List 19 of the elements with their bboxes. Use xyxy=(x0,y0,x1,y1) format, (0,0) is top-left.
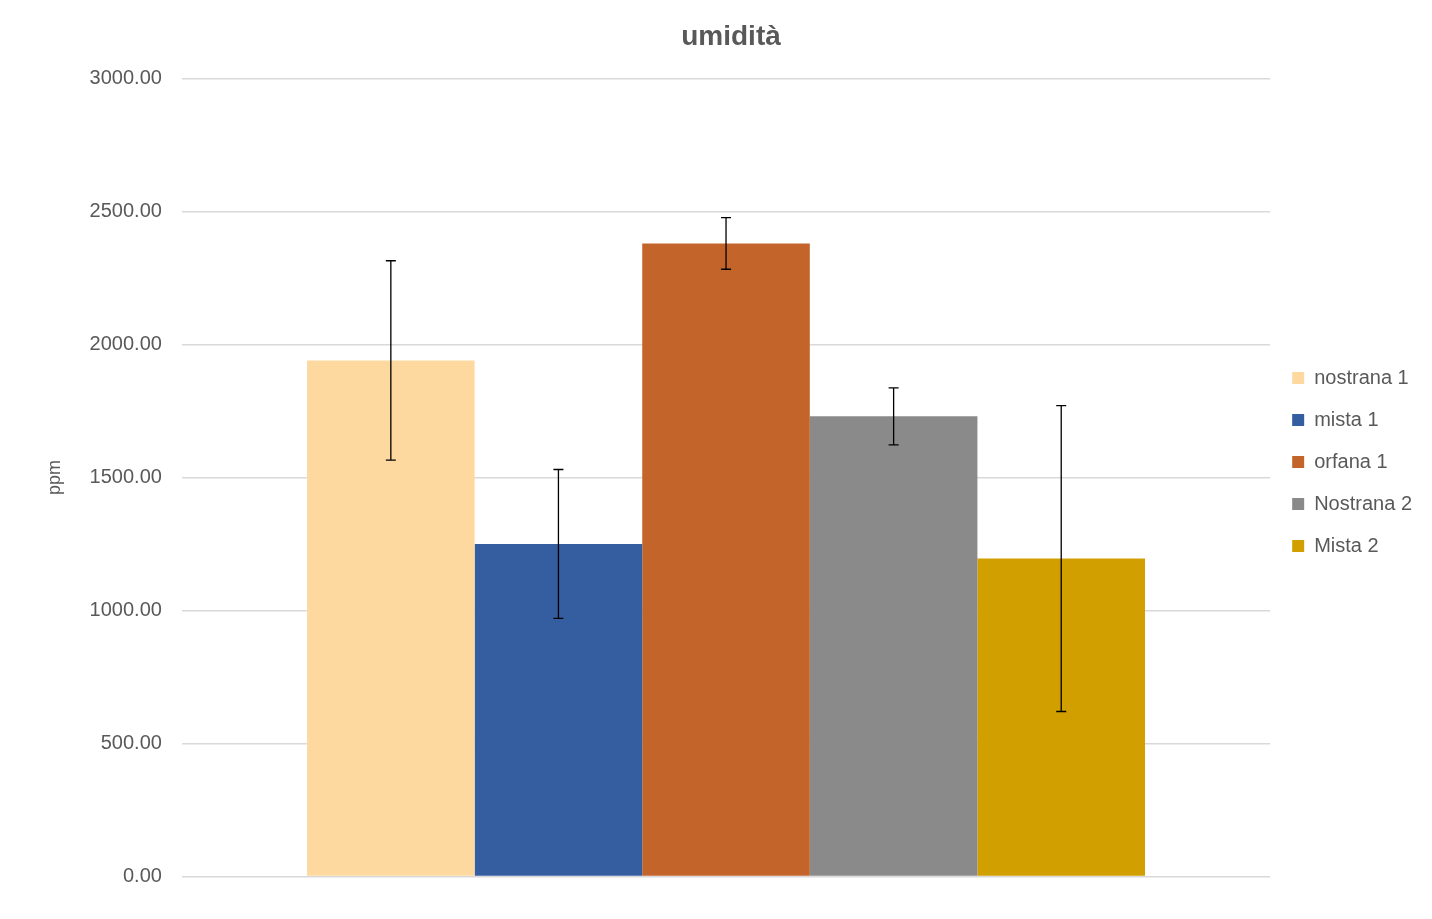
bar xyxy=(642,243,810,876)
legend-label: nostrana 1 xyxy=(1314,365,1409,388)
legend-label: orfana 1 xyxy=(1314,449,1388,472)
legend-label: Nostrana 2 xyxy=(1314,491,1413,514)
y-tick-label: 0.00 xyxy=(122,863,162,886)
chart-title: umidità xyxy=(681,19,782,51)
bar xyxy=(977,558,1146,876)
bar xyxy=(307,360,475,876)
y-tick-label: 500.00 xyxy=(100,730,162,753)
bar xyxy=(474,543,643,876)
y-tick-label: 3000.00 xyxy=(89,66,162,89)
legend-label: mista 1 xyxy=(1314,407,1379,430)
y-tick-label: 2000.00 xyxy=(89,332,162,355)
y-axis-title: ppm xyxy=(43,459,64,496)
y-tick-label: 1500.00 xyxy=(89,465,162,488)
bar xyxy=(809,416,978,876)
legend-label: Mista 2 xyxy=(1314,533,1379,556)
y-tick-label: 1000.00 xyxy=(89,597,162,620)
y-tick-label: 2500.00 xyxy=(89,199,162,222)
